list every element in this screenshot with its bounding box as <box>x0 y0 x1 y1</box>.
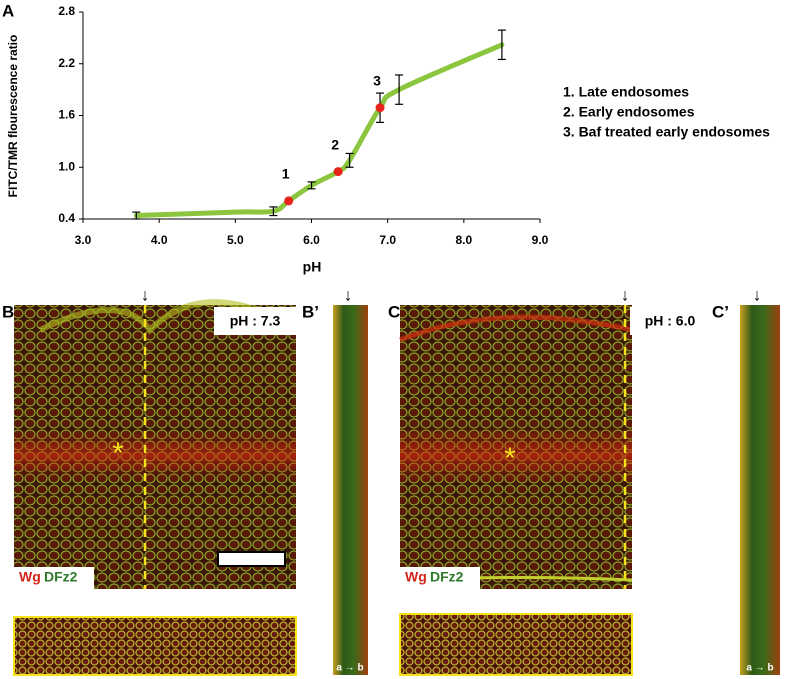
panel-label: B <box>2 302 14 321</box>
stain-label: DFz2 <box>44 569 78 585</box>
x-tick-label: 8.0 <box>455 233 472 247</box>
y-axis-title: FITC/TMR flourescence ratio <box>6 35 20 198</box>
panel-label: C <box>388 302 400 321</box>
stain-label: Wg <box>19 569 41 585</box>
error-bar <box>395 74 404 105</box>
y-tick-label: 0.4 <box>58 211 75 225</box>
error-bar <box>497 29 506 61</box>
error-bar <box>269 206 278 217</box>
panel-c-prime: C’ ↓ a → b <box>712 285 780 675</box>
line <box>133 42 505 219</box>
marker-label: 3 <box>373 72 381 88</box>
panel-label: A <box>2 1 14 20</box>
y-tick-label: 1.6 <box>58 108 75 122</box>
ph-label: pH : 7.3 <box>230 313 281 329</box>
y-tick-label: 1.0 <box>58 159 75 173</box>
x-tick-label: 3.0 <box>75 233 92 247</box>
stripe <box>14 430 296 480</box>
marker <box>333 167 343 177</box>
annotation: 3. Baf treated early endosomes <box>563 124 770 140</box>
x-tick-label: 6.0 <box>303 233 320 247</box>
section-strip <box>740 305 780 675</box>
signal <box>399 314 633 343</box>
panel-c: C ↓ pH : 6.0 * Wg DFz2 <box>388 285 710 676</box>
x-tick-label: 5.0 <box>227 233 244 247</box>
arrow: ↓ <box>141 285 150 304</box>
y-tick-label: 2.2 <box>58 56 75 70</box>
arrow: ↓ <box>621 285 630 304</box>
chart: 0.4 1.0 1.6 2.2 2.8 3.0 4.0 5.0 6.0 7.0 8.0 9.0 1 2 3 <box>58 4 548 247</box>
annotation: 1. Late endosomes <box>563 84 689 100</box>
marker <box>375 103 385 113</box>
panel-b-prime: B’ ↓ a → b <box>302 285 368 675</box>
asterisk: * <box>504 442 516 475</box>
panel-label: C’ <box>712 302 729 321</box>
stain-label: DFz2 <box>430 569 464 585</box>
y-tick-label: 2.8 <box>58 4 75 18</box>
section-strip <box>399 613 633 676</box>
x-tick-label: 4.0 <box>151 233 168 247</box>
x-axis-title: pH <box>303 259 322 275</box>
marker <box>284 196 294 206</box>
axis-label: a → b <box>746 663 773 674</box>
scale-bar <box>217 551 286 567</box>
marker-label: 2 <box>331 136 339 152</box>
stain-label: Wg <box>405 569 427 585</box>
x-tick-label: 9.0 <box>532 233 549 247</box>
panel-label: B’ <box>302 302 319 321</box>
label-box <box>214 307 296 335</box>
section-strip <box>13 616 297 676</box>
error-bar <box>132 211 141 220</box>
error-bar <box>345 152 354 168</box>
axis-label: a → b <box>336 663 363 674</box>
x-tick-label: 7.0 <box>379 233 396 247</box>
panel-b: B ↓ pH : 7.3 * Wg DFz2 <box>2 285 297 676</box>
ph-label: pH : 6.0 <box>645 313 696 329</box>
arrow: ↓ <box>344 285 353 304</box>
section-strip <box>333 305 368 675</box>
label-box <box>630 307 710 335</box>
arrow: ↓ <box>753 285 762 304</box>
legend: 1. Late endosomes 2. Early endosomes 3. Ba… <box>563 84 770 140</box>
asterisk: * <box>112 437 124 470</box>
signal <box>38 299 282 335</box>
label-box <box>400 567 480 589</box>
label-box <box>14 567 94 589</box>
annotation: 2. Early endosomes <box>563 104 695 120</box>
stripe <box>400 425 632 485</box>
error-bar <box>307 181 316 190</box>
marker-label: 1 <box>282 166 290 182</box>
